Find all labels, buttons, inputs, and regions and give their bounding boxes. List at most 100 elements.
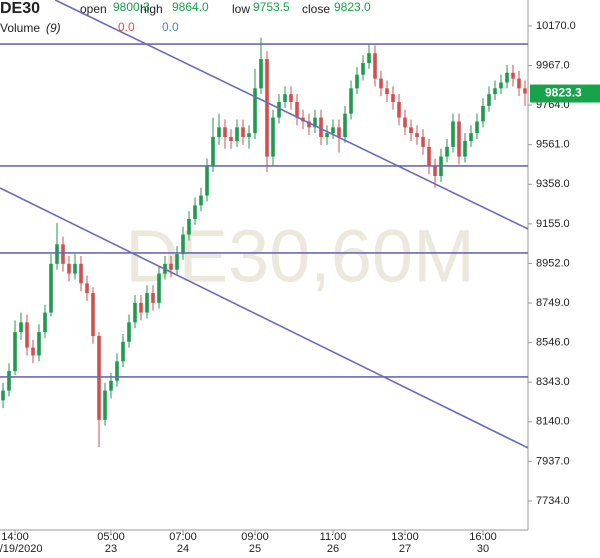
y-tick-label: 9155.0 xyxy=(536,218,570,230)
candle-body xyxy=(103,390,107,420)
y-tick-label: 10170.0 xyxy=(536,20,576,32)
y-tick-label: 8343.0 xyxy=(536,376,570,388)
legend-name: high xyxy=(140,2,163,16)
candle-body xyxy=(295,101,299,118)
x-tick-label: 05:00 xyxy=(97,531,125,543)
candle-body xyxy=(385,88,389,95)
candle-body xyxy=(115,361,119,381)
candle-body xyxy=(55,244,59,264)
candle-body xyxy=(265,59,269,157)
candle-body xyxy=(277,101,281,118)
candle-body xyxy=(223,127,227,138)
candle-body xyxy=(289,94,293,102)
x-date-label: 27 xyxy=(399,543,411,555)
candle-body xyxy=(511,72,515,79)
x-date-label: 25 xyxy=(249,543,261,555)
candle-body xyxy=(127,322,131,342)
candle-body xyxy=(391,94,395,102)
candle-body xyxy=(475,121,479,134)
candle-body xyxy=(421,137,425,147)
candle-body xyxy=(307,121,311,128)
candle-body xyxy=(331,127,335,134)
volume-value: 0.0 xyxy=(118,20,135,34)
candle-body xyxy=(523,88,527,94)
candle-body xyxy=(355,74,359,89)
candle-body xyxy=(85,283,89,294)
y-tick-label: 7937.0 xyxy=(536,455,570,467)
candle-body xyxy=(217,127,221,138)
x-tick-label: 14:00 xyxy=(1,531,29,543)
candle-body xyxy=(31,347,35,356)
x-tick-label: 07:00 xyxy=(169,531,197,543)
candle-body xyxy=(145,293,149,313)
legend-value: 9823.0 xyxy=(334,0,371,14)
candle-body xyxy=(97,335,101,420)
candle-body xyxy=(259,59,263,89)
candle-body xyxy=(403,117,407,128)
candle-body xyxy=(487,94,491,106)
candle-body xyxy=(229,137,233,141)
x-date-label: 24 xyxy=(177,543,189,555)
candle-body xyxy=(445,146,449,157)
candle-body xyxy=(133,302,137,323)
candle-body xyxy=(481,105,485,122)
legend-name: close xyxy=(302,2,330,16)
x-date-label: 23 xyxy=(105,543,117,555)
candle-body xyxy=(157,273,161,303)
candle-body xyxy=(319,117,323,138)
candle-body xyxy=(199,195,203,206)
legend-name: open xyxy=(80,2,107,16)
candle-body xyxy=(451,121,455,147)
candle-body xyxy=(283,94,287,102)
candle-body xyxy=(181,234,185,255)
legend-name: low xyxy=(232,2,250,16)
candle-body xyxy=(91,293,95,336)
trend-line xyxy=(0,187,529,449)
y-tick-label: 8749.0 xyxy=(536,297,570,309)
candle-body xyxy=(151,293,155,303)
y-tick-label: 8546.0 xyxy=(536,337,570,349)
candle-body xyxy=(205,166,209,196)
candle-body xyxy=(505,72,509,83)
x-tick-label: 11:00 xyxy=(320,531,347,543)
candle-body xyxy=(13,332,17,372)
candle-body xyxy=(73,263,77,274)
current-price-label: 9823.3 xyxy=(545,86,582,100)
candle-body xyxy=(19,322,23,333)
trend-line xyxy=(54,0,529,230)
candle-body xyxy=(187,218,191,235)
y-tick-label: 9561.0 xyxy=(536,139,570,151)
x-tick-label: 16:00 xyxy=(469,531,497,543)
y-tick-label: 9967.0 xyxy=(536,59,570,71)
x-date-label: 03/19/2020 xyxy=(0,543,43,555)
candle-body xyxy=(7,371,11,391)
volume-value: 0.0 xyxy=(162,20,179,34)
candle-body xyxy=(397,101,401,118)
y-tick-label: 7734.0 xyxy=(536,495,570,507)
candle-body xyxy=(253,88,257,134)
candle-body xyxy=(409,127,413,134)
candle-body xyxy=(25,322,29,348)
current-price-tag xyxy=(530,84,600,103)
candle-body xyxy=(247,133,251,138)
candle-body xyxy=(463,140,467,157)
x-date-label: 30 xyxy=(477,543,489,555)
candle-body xyxy=(313,117,317,128)
legend-value: 9800.3 xyxy=(113,0,150,14)
x-tick-label: 13:00 xyxy=(391,531,419,543)
volume-label: Volume xyxy=(0,21,40,35)
candle-body xyxy=(343,113,347,138)
candle-body xyxy=(499,82,503,89)
candle-body xyxy=(493,88,497,95)
candle-body xyxy=(235,127,239,141)
y-tick-label: 8140.0 xyxy=(536,416,570,428)
y-tick-label: 9358.0 xyxy=(536,178,570,190)
candle-body xyxy=(175,254,179,270)
candle-body xyxy=(37,332,41,356)
candle-body xyxy=(79,263,83,284)
candle-body xyxy=(373,53,377,79)
candle-body xyxy=(49,263,53,313)
x-tick-label: 09:00 xyxy=(241,531,269,543)
candle-body xyxy=(139,302,143,313)
candle-body xyxy=(121,341,125,362)
